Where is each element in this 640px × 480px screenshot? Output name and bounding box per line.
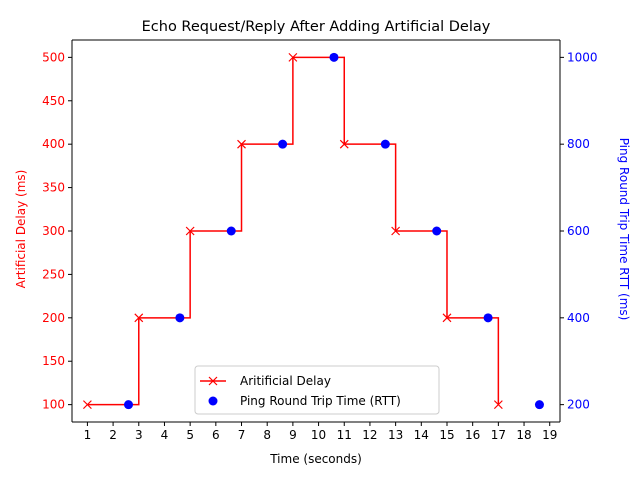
rtt-point	[124, 400, 134, 410]
delay-point	[493, 400, 503, 410]
legend-rtt-label: Ping Round Trip Time (RTT)	[240, 394, 401, 408]
y-axis-left-label: Artificial Delay (ms)	[14, 170, 28, 289]
chart-title: Echo Request/Reply After Adding Artifici…	[142, 19, 491, 35]
legend-delay-label: Aritificial Delay	[240, 374, 331, 388]
delay-point	[134, 313, 144, 323]
delay-point	[185, 226, 195, 236]
legend-delay-marker	[208, 376, 218, 386]
y-right-tick-label: 200	[567, 398, 590, 412]
x-tick-label: 7	[238, 428, 246, 442]
delay-point	[391, 226, 401, 236]
rtt-point	[432, 226, 442, 236]
rtt-point	[278, 139, 288, 149]
rtt-point	[534, 400, 544, 410]
x-tick-label: 16	[465, 428, 480, 442]
legend-box	[194, 365, 440, 415]
delay-point	[288, 52, 298, 62]
x-tick-label: 5	[186, 428, 194, 442]
rtt-point	[483, 313, 493, 323]
x-tick-label: 4	[161, 428, 169, 442]
delay-point	[82, 400, 92, 410]
x-tick-label: 15	[439, 428, 454, 442]
y-left-tick-label: 100	[42, 398, 65, 412]
y-left-tick-label: 450	[42, 94, 65, 108]
y-left-tick-label: 200	[42, 311, 65, 325]
x-tick-label: 8	[263, 428, 271, 442]
x-tick-label: 9	[289, 428, 297, 442]
x-tick-label: 12	[362, 428, 377, 442]
y-left-tick-label: 250	[42, 267, 65, 281]
y-left-tick-label: 500	[42, 50, 65, 64]
rtt-point	[226, 226, 236, 236]
delay-point	[339, 139, 349, 149]
rtt-point	[175, 313, 185, 323]
legend-rtt-marker	[208, 396, 218, 406]
plot-area: 1 2 3 4 5 6 7 8 9 10 11 12 13 14 15 16 17 18 1910015020025…	[42, 39, 598, 442]
x-tick-label: 11	[337, 428, 352, 442]
legend: Aritificial Delay Ping Round Trip Time (…	[194, 365, 440, 415]
y-right-tick-label: 600	[567, 224, 590, 238]
y-left-tick-label: 400	[42, 137, 65, 151]
x-tick-label: 2	[109, 428, 117, 442]
x-tick-label: 17	[491, 428, 506, 442]
y-axis-right-label: Ping Round Trip Time RTT (ms)	[617, 138, 631, 321]
y-right-tick-label: 400	[567, 311, 590, 325]
x-axis-label: Time (seconds)	[269, 452, 362, 466]
x-tick-label: 6	[212, 428, 220, 442]
delay-point	[237, 139, 246, 149]
x-tick-label: 14	[414, 428, 429, 442]
x-tick-label: 19	[542, 428, 557, 442]
y-left-tick-label: 300	[42, 224, 65, 238]
y-left-tick-label: 150	[42, 354, 65, 368]
rtt-point	[380, 139, 390, 149]
x-tick-label: 3	[135, 428, 143, 442]
y-left-tick-label: 350	[42, 181, 65, 195]
y-right-tick-label: 800	[567, 137, 590, 151]
rtt-point	[329, 52, 339, 62]
x-tick-label: 18	[516, 428, 531, 442]
x-tick-label: 13	[388, 428, 403, 442]
x-tick-label: 1	[84, 428, 92, 442]
delay-point	[442, 313, 452, 323]
y-right-tick-label: 1000	[567, 50, 598, 64]
x-tick-label: 10	[311, 428, 326, 442]
